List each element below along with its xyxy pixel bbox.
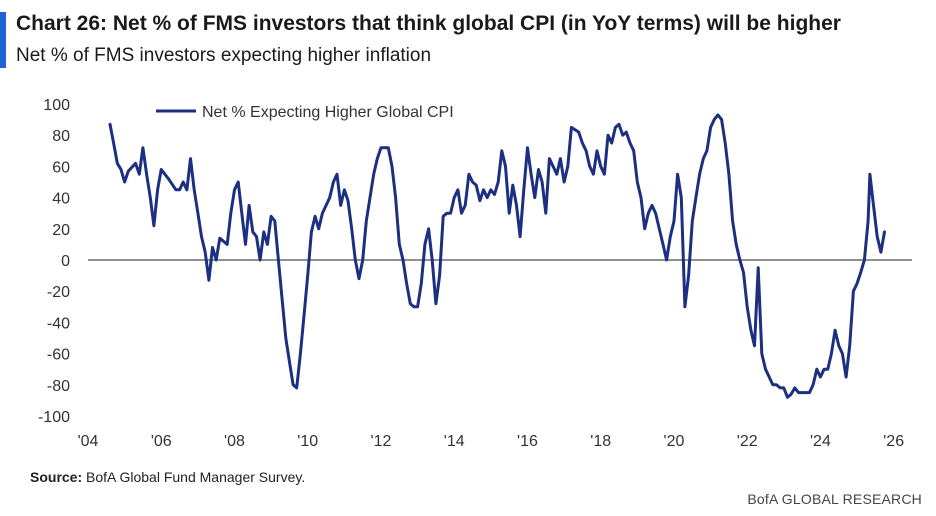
legend: Net % Expecting Higher Global CPI bbox=[156, 104, 454, 121]
y-tick-label: 80 bbox=[52, 128, 70, 145]
y-tick-label: 0 bbox=[61, 253, 70, 270]
x-tick-label: '16 bbox=[517, 433, 538, 450]
x-tick-label: '12 bbox=[371, 433, 392, 450]
x-tick-label: '18 bbox=[590, 433, 611, 450]
y-axis-ticks: 100 80 60 40 20 0 -20 -40 -60 -80 -100 bbox=[38, 97, 70, 426]
x-tick-label: '26 bbox=[883, 433, 904, 450]
y-tick-label: -100 bbox=[38, 409, 70, 426]
y-tick-label: -60 bbox=[47, 347, 70, 364]
x-tick-label: '04 bbox=[78, 433, 99, 450]
x-tick-label: '14 bbox=[444, 433, 465, 450]
x-tick-label: '22 bbox=[737, 433, 758, 450]
source-note: Source: BofA Global Fund Manager Survey. bbox=[30, 469, 305, 485]
title-accent-bar bbox=[0, 12, 6, 68]
x-tick-label: '10 bbox=[297, 433, 318, 450]
y-tick-label: 20 bbox=[52, 222, 70, 239]
y-tick-label: -20 bbox=[47, 284, 70, 301]
x-tick-label: '08 bbox=[224, 433, 245, 450]
chart-subtitle: Net % of FMS investors expecting higher … bbox=[16, 45, 432, 66]
source-text: BofA Global Fund Manager Survey. bbox=[86, 469, 306, 485]
chart-title: Chart 26: Net % of FMS investors that th… bbox=[16, 12, 841, 35]
y-tick-label: -40 bbox=[47, 315, 70, 332]
y-tick-label: 60 bbox=[52, 159, 70, 176]
legend-label: Net % Expecting Higher Global CPI bbox=[202, 104, 454, 121]
y-tick-label: 100 bbox=[43, 97, 70, 114]
x-tick-label: '06 bbox=[151, 433, 172, 450]
brand-footer: BofA GLOBAL RESEARCH bbox=[747, 491, 922, 507]
source-label: Source: bbox=[30, 469, 83, 485]
y-tick-label: 40 bbox=[52, 191, 70, 208]
x-tick-label: '24 bbox=[810, 433, 831, 450]
x-tick-label: '20 bbox=[664, 433, 685, 450]
y-tick-label: -80 bbox=[47, 378, 70, 395]
series-line-cpi bbox=[108, 113, 886, 399]
x-axis-ticks: '04 '06 '08 '10 '12 '14 '16 '18 '20 '22 '24 '26 bbox=[78, 433, 905, 450]
